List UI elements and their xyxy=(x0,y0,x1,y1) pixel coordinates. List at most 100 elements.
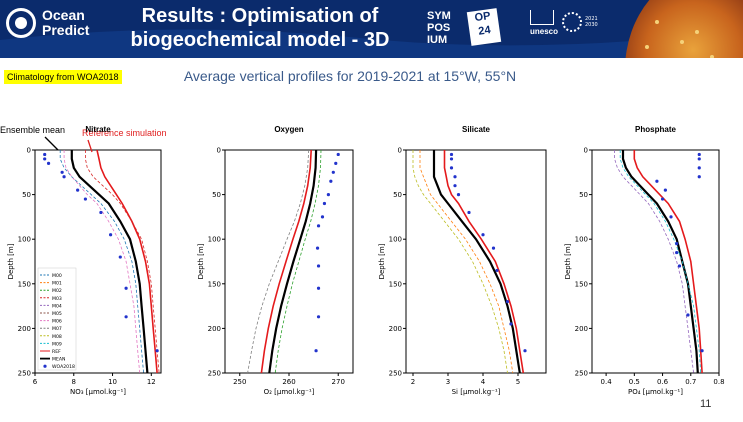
obs-point xyxy=(322,201,327,206)
obs-point xyxy=(675,250,679,255)
symposium-word-3: IUM xyxy=(427,34,448,46)
series-line-m02 xyxy=(274,149,322,374)
y-tick-label: 200 xyxy=(18,325,31,333)
y-tick-label: 200 xyxy=(389,325,402,333)
x-tick-label: 0.5 xyxy=(629,378,640,386)
obs-point xyxy=(697,175,701,179)
obs-point xyxy=(46,161,51,165)
obs-point xyxy=(43,157,47,161)
series-line-m03 xyxy=(85,150,160,374)
series-line-mean xyxy=(268,149,318,374)
chart-title: Silicate xyxy=(462,125,491,134)
chart-panel-nitrate: Nitrate 6 8 10 12 0 50 100 150 200 250 NO₃ [µmol.kg… xyxy=(7,125,162,396)
x-axis-label: PO₄ [µmol.kg⁻¹] xyxy=(628,388,683,396)
y-tick-label: 50 xyxy=(393,191,402,199)
obs-point xyxy=(449,157,454,161)
unesco-text: unesco xyxy=(530,27,559,36)
obs-point xyxy=(315,246,320,250)
obs-point xyxy=(118,255,122,259)
legend-label: M04 xyxy=(52,303,62,309)
temple-icon xyxy=(530,10,554,25)
logo-text-line1: Ocean xyxy=(42,7,85,23)
obs-point xyxy=(316,286,321,290)
y-axis-label: Depth [m] xyxy=(564,243,572,279)
y-tick-label: 100 xyxy=(18,236,31,244)
series-line-ref xyxy=(443,150,525,374)
legend-label: M05 xyxy=(52,311,62,317)
obs-point xyxy=(675,242,679,246)
obs-point xyxy=(453,175,457,179)
x-tick-label: 0.8 xyxy=(713,378,724,386)
x-axis-label: O₂ [µmol.kg⁻¹] xyxy=(264,388,315,396)
legend-label: M00 xyxy=(52,273,62,279)
obs-point xyxy=(495,268,499,273)
chart-panel-oxygen: Oxygen 250 260 270 0 50 100 150 200 250 O₂ [µmol.k… xyxy=(197,125,354,396)
ensemble-annotation: Ensemble mean xyxy=(0,125,66,135)
series-line-ref xyxy=(96,149,158,374)
legend-box xyxy=(37,267,77,371)
obs-point xyxy=(76,188,80,192)
legend-label: MEAN xyxy=(52,357,65,363)
x-tick-label: 3 xyxy=(446,378,450,386)
series-line-mean xyxy=(70,150,149,374)
series-line-m08 xyxy=(412,150,508,374)
x-axis-label: NO₃ [µmol.kg⁻¹] xyxy=(70,388,126,396)
y-tick-label: 0 xyxy=(217,147,221,155)
obs-point xyxy=(320,215,325,219)
chart-panel-phosphate: Phosphate 0.4 0.5 0.6 0.7 0.8 0 50 100 150 200 250 P… xyxy=(564,125,725,396)
y-axis-label: Depth [m] xyxy=(197,243,205,279)
legend-marker xyxy=(43,364,47,368)
x-tick-label: 6 xyxy=(33,378,38,386)
y-tick-label: 100 xyxy=(389,236,402,244)
series-line-m09 xyxy=(619,150,702,374)
legend-label: M09 xyxy=(52,341,62,347)
obs-point xyxy=(669,215,673,219)
obs-point xyxy=(491,246,496,250)
obs-point xyxy=(663,188,667,192)
y-tick-label: 150 xyxy=(575,280,588,288)
x-tick-label: 12 xyxy=(147,378,156,386)
legend-label: M08 xyxy=(52,334,62,340)
x-tick-label: 8 xyxy=(72,378,76,386)
plot-frame xyxy=(405,149,547,374)
decade-years: 2021 2030 xyxy=(585,16,598,28)
chart-title: Phosphate xyxy=(635,125,676,134)
symposium-word-2: POS xyxy=(427,22,451,34)
y-tick-label: 250 xyxy=(18,370,31,378)
y-tick-label: 250 xyxy=(208,370,221,378)
obs-point xyxy=(43,152,47,157)
obs-point xyxy=(155,349,159,353)
obs-point xyxy=(62,175,66,179)
x-tick-label: 0.6 xyxy=(657,378,669,386)
y-tick-label: 0 xyxy=(398,147,402,155)
chart-title: Nitrate xyxy=(85,125,111,134)
unesco-logo: unesco xyxy=(530,10,558,36)
ocean-decade-logo: 2021 2030 xyxy=(562,12,598,32)
reference-annotation: Reference simulation xyxy=(82,128,167,138)
slide-title: Results : Optimisation of biogeochemical… xyxy=(100,4,420,52)
y-tick-label: 250 xyxy=(575,370,588,378)
slide-title-line1: Results : Optimisation of xyxy=(141,5,379,27)
series-line-m04 xyxy=(614,150,694,374)
obs-point xyxy=(83,197,87,201)
obs-point xyxy=(316,224,321,228)
x-tick-label: 5 xyxy=(516,378,520,386)
y-tick-label: 150 xyxy=(389,280,402,288)
series-line-ref xyxy=(260,149,312,374)
obs-point xyxy=(329,179,333,183)
x-tick-label: 0.7 xyxy=(685,378,696,386)
obs-point xyxy=(109,233,113,237)
legend-label: WOA2018 xyxy=(52,364,75,370)
y-tick-label: 100 xyxy=(575,236,588,244)
obs-point xyxy=(453,184,457,188)
y-tick-label: 200 xyxy=(208,325,221,333)
series-line-mean xyxy=(621,150,699,374)
logo-text-line2: Predict xyxy=(42,22,90,38)
obs-point xyxy=(326,193,330,197)
obs-point xyxy=(660,197,665,201)
x-tick-label: 0.4 xyxy=(601,378,613,386)
obs-point xyxy=(509,322,513,326)
